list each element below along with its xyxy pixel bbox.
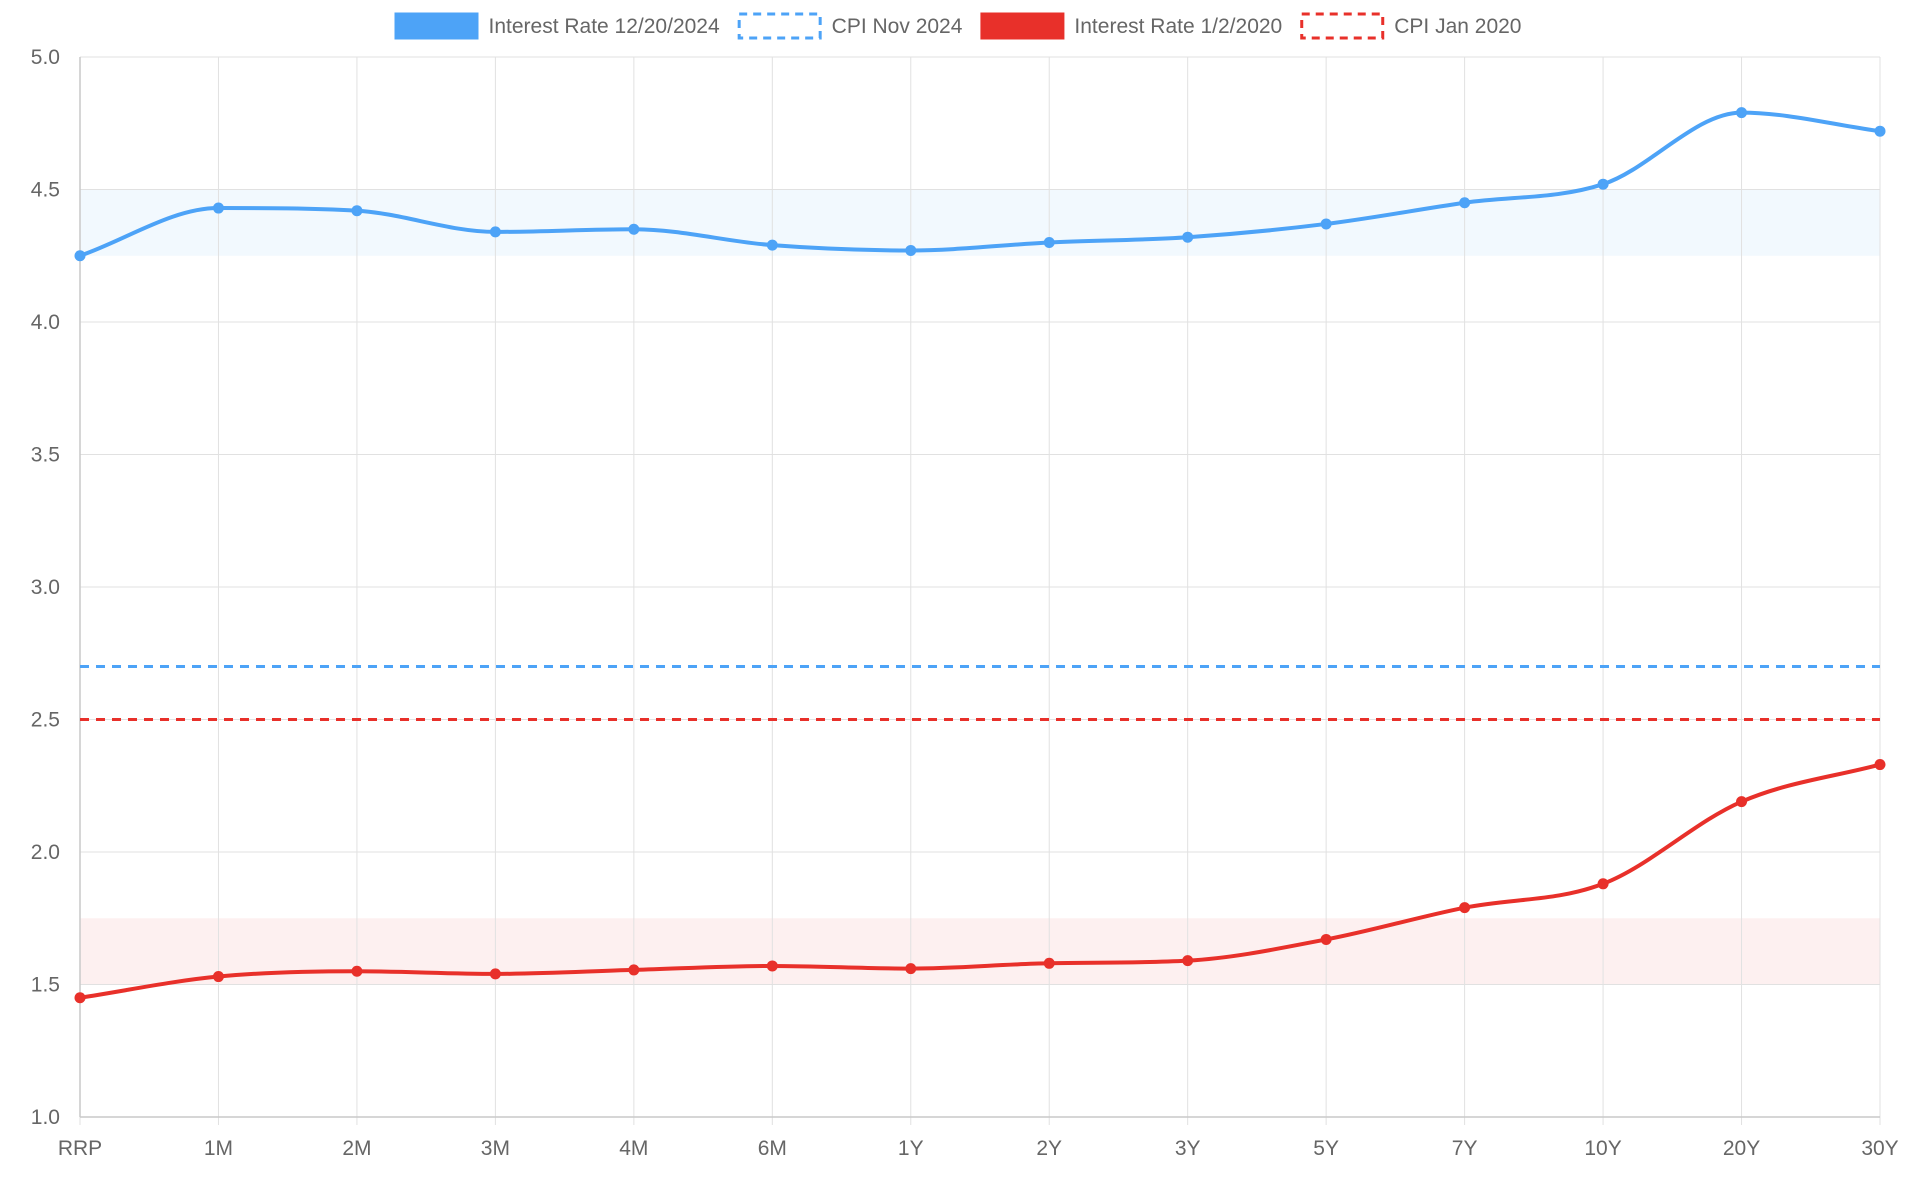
legend-label: CPI Nov 2024 xyxy=(832,15,963,38)
series-0-line xyxy=(78,110,1882,258)
x-tick-label: 6M xyxy=(758,1137,787,1160)
series-0-point[interactable] xyxy=(1597,178,1609,190)
y-tick-labels: 1.0 1.5 2.0 2.5 3.0 3.5 4.0 4.5 5.0 xyxy=(31,46,60,1129)
series-2-point[interactable] xyxy=(74,992,86,1004)
legend-swatch xyxy=(980,12,1065,40)
axes xyxy=(79,57,1880,1118)
series-0-point[interactable] xyxy=(489,226,501,238)
series-2-point[interactable] xyxy=(1320,933,1332,945)
series-0-point[interactable] xyxy=(766,239,778,251)
series-0-point[interactable] xyxy=(628,223,640,235)
legend-label: Interest Rate 12/20/2024 xyxy=(489,15,720,38)
legend-label: CPI Jan 2020 xyxy=(1394,15,1521,38)
series-2-point[interactable] xyxy=(1043,957,1055,969)
series-0-point[interactable] xyxy=(1459,197,1471,209)
series-2-point[interactable] xyxy=(351,965,363,977)
legend[interactable]: Interest Rate 12/20/2024 CPI Nov 2024 Inte… xyxy=(394,12,1522,40)
series-0-point[interactable] xyxy=(1043,237,1055,248)
x-tick-label: 7Y xyxy=(1452,1137,1478,1160)
series-0-point[interactable] xyxy=(1874,125,1886,137)
series-layer xyxy=(74,107,1886,1004)
legend-swatch xyxy=(1300,12,1385,40)
x-tick-labels: RRP 1M 2M 3M 4M 6M 1Y 2Y 3Y 5Y 7Y 10Y 20Y 30Y xyxy=(58,1137,1899,1160)
series-2-point[interactable] xyxy=(1736,796,1748,808)
y-tick-label: 1.0 xyxy=(31,1106,60,1129)
y-tick-label: 4.5 xyxy=(31,179,60,202)
x-tick-label: 10Y xyxy=(1584,1137,1621,1160)
series-2-point[interactable] xyxy=(1874,759,1886,771)
x-tick-label: 2M xyxy=(342,1137,371,1160)
x-tick-label: 20Y xyxy=(1723,1137,1760,1160)
series-0-point[interactable] xyxy=(1736,107,1748,119)
legend-item-0[interactable]: Interest Rate 12/20/2024 xyxy=(394,12,720,40)
series-2-point[interactable] xyxy=(489,968,501,980)
band-0 xyxy=(80,189,1880,256)
series-0-point[interactable] xyxy=(1320,218,1332,230)
y-tick-label: 3.5 xyxy=(31,444,60,467)
legend-swatch xyxy=(394,12,479,40)
legend-label: Interest Rate 1/2/2020 xyxy=(1074,15,1282,38)
series-2-point[interactable] xyxy=(1459,902,1471,914)
rate-bands xyxy=(80,189,1880,985)
legend-swatch xyxy=(737,12,822,40)
x-tick-label: 1M xyxy=(204,1137,233,1160)
legend-item-3[interactable]: CPI Jan 2020 xyxy=(1300,12,1522,40)
y-tick-label: 2.0 xyxy=(31,841,60,864)
y-tick-label: 2.5 xyxy=(31,709,60,732)
series-2-point[interactable] xyxy=(1182,955,1194,967)
x-tick-label: 1Y xyxy=(898,1137,924,1160)
series-0-point[interactable] xyxy=(351,205,363,217)
x-tick-label: 2Y xyxy=(1036,1137,1062,1160)
y-tick-label: 5.0 xyxy=(31,46,60,69)
band-1 xyxy=(80,918,1880,985)
legend-item-1[interactable]: CPI Nov 2024 xyxy=(737,12,963,40)
series-2-point[interactable] xyxy=(628,964,640,976)
series-0-point[interactable] xyxy=(212,202,224,214)
y-tick-label: 3.0 xyxy=(31,576,60,599)
x-tick-label: 4M xyxy=(619,1137,648,1160)
y-tick-label: 1.5 xyxy=(31,974,60,997)
legend-item-2[interactable]: Interest Rate 1/2/2020 xyxy=(980,12,1282,40)
y-tick-label: 4.0 xyxy=(31,311,60,334)
series-0-point[interactable] xyxy=(1182,231,1194,243)
series-2-point[interactable] xyxy=(1597,878,1609,890)
x-tick-label: 30Y xyxy=(1861,1137,1898,1160)
series-2-point[interactable] xyxy=(905,963,917,975)
x-tick-label: 3M xyxy=(481,1137,510,1160)
x-tick-label: 3Y xyxy=(1175,1137,1201,1160)
series-2-point[interactable] xyxy=(212,971,224,983)
series-2-point[interactable] xyxy=(766,960,778,972)
x-tick-label: RRP xyxy=(58,1137,102,1160)
series-0-point[interactable] xyxy=(74,250,86,262)
series-0-point[interactable] xyxy=(905,244,917,256)
x-tick-label: 5Y xyxy=(1313,1137,1339,1160)
